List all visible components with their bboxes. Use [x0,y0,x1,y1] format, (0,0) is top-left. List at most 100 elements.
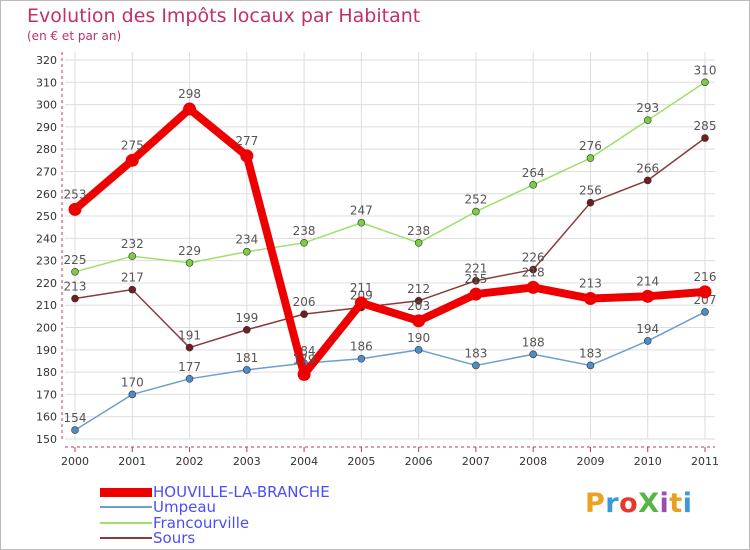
data-point [243,325,251,334]
data-label: 226 [522,251,545,265]
data-label: 179 [293,352,316,366]
data-point [71,426,79,434]
data-point [414,239,423,247]
x-tick-label: 2003 [233,455,261,468]
data-label: 215 [464,272,487,286]
data-point [71,294,79,303]
data-label: 183 [579,346,602,360]
data-label: 275 [121,138,144,152]
data-label: 186 [350,340,373,354]
data-point [583,292,597,306]
data-label: 211 [350,281,373,295]
y-tick-label: 290 [36,121,57,134]
data-label: 256 [579,184,602,198]
data-point [643,116,652,124]
y-tick-label: 230 [36,255,57,268]
data-label: 213 [579,277,602,291]
data-label: 206 [293,295,316,309]
logo-letter: t [669,488,683,519]
y-tick-label: 270 [36,165,57,178]
data-label: 264 [522,166,545,180]
data-label: 216 [694,270,717,284]
y-tick-label: 190 [36,344,57,357]
data-label: 199 [235,311,258,325]
legend-item-francourville: Francourville [100,515,249,531]
chart-subtitle: (en € et par an) [27,29,122,43]
data-point [412,314,426,328]
data-point [701,78,709,87]
legend-swatch-sours [100,537,152,539]
data-point [243,247,251,256]
data-label: 183 [464,346,487,360]
data-label: 212 [407,282,430,296]
y-tick-label: 320 [36,54,57,67]
data-point [698,285,712,299]
data-point [529,265,537,274]
data-label: 253 [64,187,87,201]
data-label: 232 [121,237,144,251]
logo-letter: P [585,488,606,519]
data-label: 170 [121,375,144,389]
y-tick-label: 170 [36,388,57,401]
series-line-0 [74,311,706,431]
data-point [300,239,308,247]
data-label: 188 [522,335,545,349]
data-point [472,361,480,370]
data-point [243,366,251,374]
x-tick-label: 2011 [691,455,719,468]
data-label: 310 [694,63,717,77]
data-point [643,176,652,185]
x-tick-label: 2001 [118,455,146,468]
y-tick-label: 310 [36,76,57,89]
data-label: 191 [178,329,201,343]
data-point [183,102,197,116]
data-label: 238 [293,224,316,238]
legend-item-sours: Sours [100,530,195,546]
series-line-1 [74,81,706,273]
y-tick-label: 280 [36,143,57,156]
data-point [472,276,480,285]
logo-letter: r [605,488,620,519]
data-label: 252 [464,193,487,207]
x-tick-label: 2009 [576,455,604,468]
y-tick-label: 210 [36,299,57,312]
y-tick-label: 160 [36,411,57,424]
data-label: 225 [64,253,87,267]
logo-letter: o [619,488,639,519]
data-label: 277 [235,134,258,148]
y-tick-label: 250 [36,210,57,223]
data-point [68,202,82,216]
data-label: 221 [464,262,487,276]
series-line-2 [74,137,706,349]
data-point [469,287,483,301]
data-label: 247 [350,204,373,218]
data-point [128,252,137,260]
legend-label-francourville: Francourville [153,514,250,532]
y-tick-label: 220 [36,277,57,290]
y-tick-label: 180 [36,366,57,379]
data-label: 238 [407,224,430,238]
legend-item-houville: HOUVILLE-LA-BRANCHE [100,484,330,500]
x-tick-label: 2007 [462,455,490,468]
data-point [472,207,480,216]
chart-title: Evolution des Impôts locaux par Habitant [27,5,421,27]
legend-swatch-houville [100,487,152,497]
data-point [586,361,595,370]
data-label: 285 [694,119,717,133]
data-label: 293 [636,101,659,115]
data-point [414,296,423,305]
data-label: 213 [64,280,87,294]
data-label: 203 [407,299,430,313]
y-tick-label: 300 [36,99,57,112]
legend-swatch-francourville [100,522,152,524]
data-point [414,346,423,354]
x-tick-label: 2002 [176,455,204,468]
data-point [526,280,540,294]
data-point [128,390,137,399]
data-label: 217 [121,271,144,285]
data-label: 234 [235,233,258,247]
data-point [701,308,709,316]
logo-letter: i [682,488,693,519]
data-point [300,310,308,318]
